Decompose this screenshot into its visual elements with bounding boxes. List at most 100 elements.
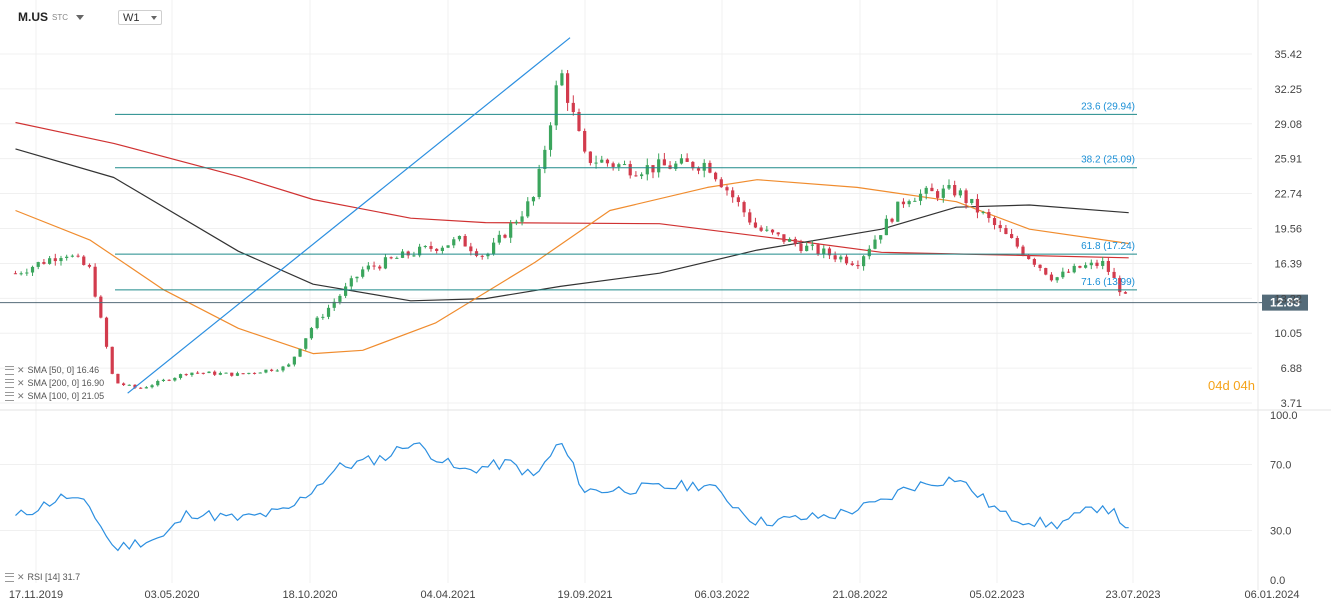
candle-body: [844, 256, 849, 264]
candle-body: [258, 372, 262, 374]
candle-body: [611, 163, 615, 167]
candle-body: [953, 185, 957, 196]
candle-body: [19, 273, 23, 275]
legend-sma-100[interactable]: ✕ SMA [100, 0] 21.05: [5, 390, 104, 402]
candle-body: [309, 328, 314, 339]
candle-body: [907, 201, 911, 205]
candle-body: [178, 374, 183, 378]
candle-body: [344, 286, 348, 296]
current-price-label: 12.83: [1270, 296, 1300, 310]
candle-body: [400, 251, 405, 258]
candle-body: [486, 253, 490, 257]
rsi-tick-label: 30.0: [1270, 526, 1291, 538]
rsi-panel: [15, 442, 1129, 552]
legend-sma-50[interactable]: ✕ SMA [50, 0] 16.46: [5, 364, 99, 376]
candle-body: [452, 239, 456, 246]
candle-body: [543, 149, 547, 169]
candle-body: [622, 164, 627, 166]
candle-body: [1038, 264, 1042, 269]
close-icon[interactable]: ✕: [17, 571, 25, 582]
x-tick-label: 18.10.2020: [282, 589, 337, 601]
symbol-suffix: STC: [52, 12, 68, 22]
candle-body: [252, 372, 257, 374]
x-tick-label: 23.07.2023: [1105, 589, 1160, 601]
candle-body: [731, 190, 735, 198]
candle-body: [480, 255, 484, 257]
candle-body: [714, 172, 718, 180]
y-tick-label: 25.91: [1274, 154, 1302, 166]
menu-icon[interactable]: [5, 572, 14, 582]
candle-body: [1106, 260, 1110, 272]
menu-icon[interactable]: [5, 391, 14, 401]
candle-body: [605, 159, 610, 164]
candle-body: [492, 242, 496, 254]
candle-body: [127, 384, 131, 386]
y-tick-label: 19.56: [1274, 224, 1302, 236]
legend-sma-200[interactable]: ✕ SMA [200, 0] 16.90: [5, 377, 104, 389]
candle-body: [292, 356, 296, 365]
y-tick-label: 22.74: [1274, 189, 1302, 201]
candle-body: [890, 218, 894, 222]
candle-countdown: 04d 04h: [1208, 378, 1255, 393]
candle-body: [958, 190, 962, 196]
candle-body: [913, 200, 917, 202]
candle-body: [759, 227, 763, 231]
candle-body: [936, 191, 940, 198]
candle-body: [99, 296, 103, 318]
candle-body: [326, 307, 331, 317]
x-tick-label: 17.11.2019: [9, 589, 63, 601]
menu-icon[interactable]: [5, 378, 14, 388]
candle-body: [1061, 271, 1065, 278]
candle-body: [850, 263, 854, 265]
candle-body: [822, 248, 826, 255]
candle-body: [719, 179, 723, 188]
candle-body: [150, 385, 154, 388]
candle-body: [167, 379, 171, 381]
x-tick-label: 04.04.2021: [420, 589, 475, 601]
close-icon[interactable]: ✕: [17, 390, 25, 401]
candle-body: [1072, 265, 1076, 273]
symbol-selector[interactable]: M.US STC: [18, 8, 84, 26]
candle-body: [896, 201, 900, 222]
candle-body: [788, 238, 792, 242]
candle-body: [65, 256, 69, 259]
fib-level-label: 71.6 (13.99): [1081, 277, 1135, 288]
close-icon[interactable]: ✕: [17, 377, 25, 388]
candle-body: [173, 377, 177, 381]
candle-body: [184, 374, 188, 376]
timeframe-label: W1: [123, 11, 140, 24]
candle-body: [514, 221, 518, 224]
candle-body: [213, 371, 217, 375]
candle-body: [964, 190, 968, 204]
menu-icon[interactable]: [5, 365, 14, 375]
candle-body: [463, 235, 467, 247]
candle-body: [975, 198, 980, 213]
timeframe-selector[interactable]: W1: [118, 10, 162, 25]
candle-body: [440, 247, 444, 252]
candle-body: [383, 257, 388, 269]
candle-body: [1010, 234, 1014, 239]
close-icon[interactable]: ✕: [17, 364, 25, 375]
candle-body: [423, 246, 427, 248]
candle-body: [901, 201, 906, 205]
candle-body: [366, 265, 370, 270]
candle-body: [235, 373, 240, 376]
candle-body: [70, 255, 74, 257]
candle-body: [474, 251, 479, 256]
candle-body: [662, 159, 666, 166]
candle-body: [520, 216, 524, 222]
y-tick-label: 10.05: [1274, 328, 1302, 340]
candle-body: [873, 239, 877, 249]
candle-body: [924, 187, 928, 194]
legend-rsi[interactable]: ✕ RSI [14] 31.7: [5, 571, 80, 583]
candle-body: [1055, 277, 1059, 281]
x-tick-label: 03.05.2020: [144, 589, 199, 601]
candle-body: [1032, 259, 1036, 265]
candle-body: [930, 187, 934, 192]
y-tick-label: 3.71: [1281, 398, 1302, 410]
trendline[interactable]: [127, 37, 571, 394]
candle-body: [104, 317, 109, 347]
candle-body: [918, 193, 923, 201]
candle-body: [1089, 262, 1093, 266]
